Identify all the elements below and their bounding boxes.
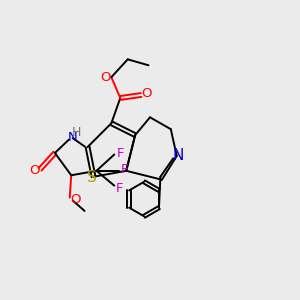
Text: S: S (87, 170, 97, 185)
Text: O: O (29, 164, 40, 177)
Text: O: O (70, 193, 80, 206)
Text: N: N (68, 131, 78, 144)
Text: F: F (116, 147, 124, 160)
Text: O: O (100, 71, 111, 84)
Text: N: N (172, 148, 184, 163)
Text: O: O (141, 87, 152, 100)
Text: F: F (116, 182, 123, 194)
Text: F: F (121, 163, 128, 176)
Text: H: H (72, 126, 81, 139)
